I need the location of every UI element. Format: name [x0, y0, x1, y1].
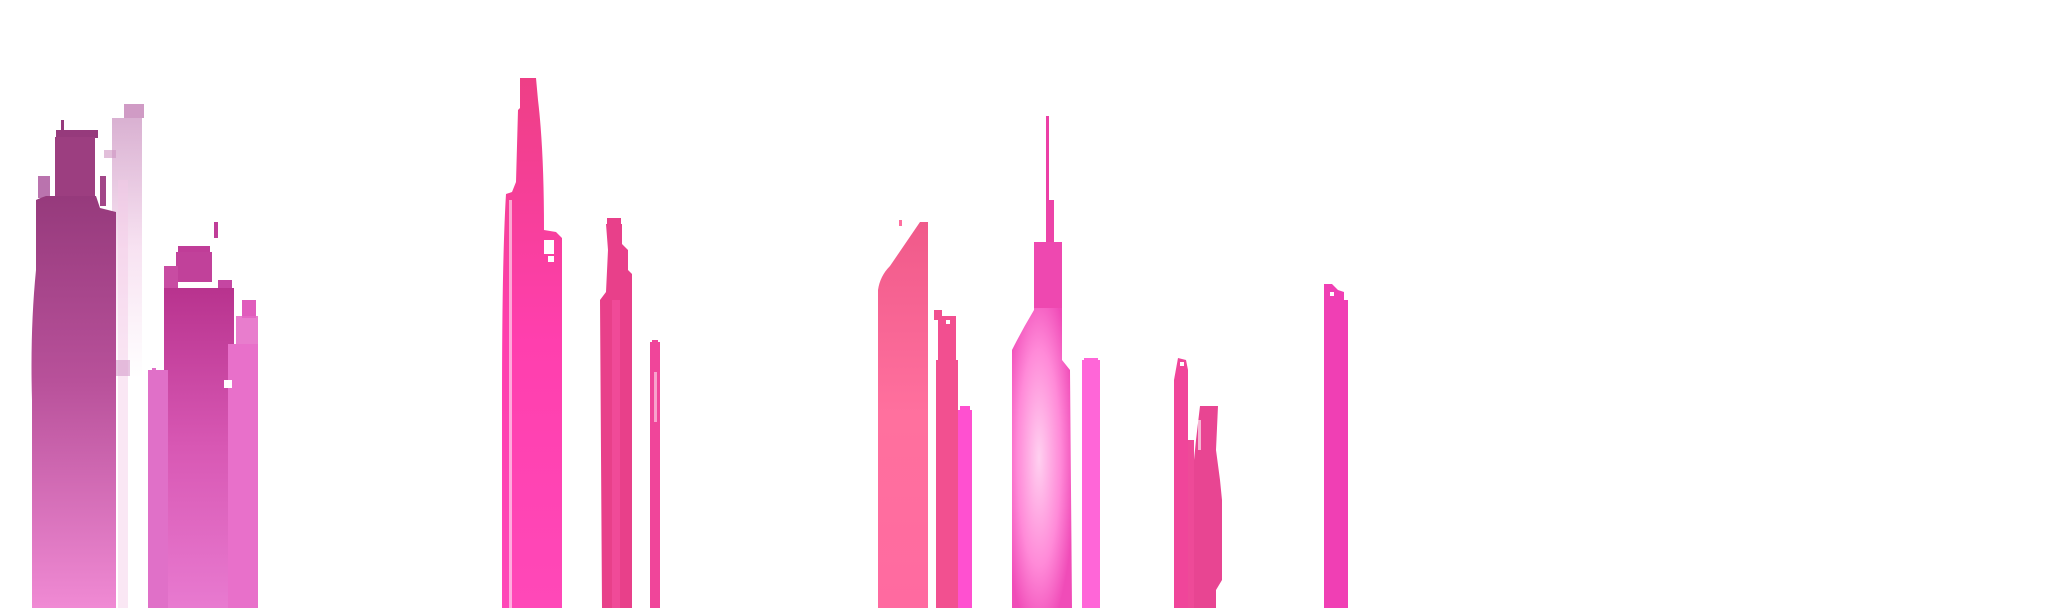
left-orchid-tower — [224, 300, 258, 608]
center-stepped-tower — [934, 310, 958, 608]
far-right-tower — [1324, 284, 1348, 608]
right-thin-tower — [1174, 358, 1188, 608]
far-left-dark-tower — [31, 120, 130, 608]
center-low-block — [958, 406, 972, 608]
right-ragged-tower — [1188, 406, 1222, 608]
center-left-spire-tower — [502, 78, 562, 608]
center-left-slim-tower — [600, 218, 632, 608]
center-right-antenna-tower — [1012, 116, 1072, 608]
center-slanted-tower — [878, 220, 928, 608]
far-left-faded-tower — [104, 104, 144, 608]
center-right-slim-tower — [1082, 358, 1100, 608]
left-magenta-block — [148, 222, 234, 608]
center-left-needle — [650, 340, 660, 608]
